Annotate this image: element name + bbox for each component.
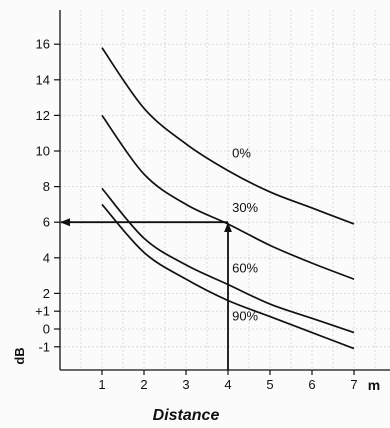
- axes: [59, 10, 390, 371]
- y-tick-label: 8: [43, 179, 50, 194]
- series-label-90pct: 90%: [232, 309, 258, 324]
- y-tick-label: 10: [36, 144, 50, 159]
- y-tick-label: 16: [36, 37, 50, 52]
- series-label-60pct: 60%: [232, 261, 258, 276]
- series-label-30pct: 30%: [232, 200, 258, 215]
- x-tick-label: 7: [350, 377, 357, 392]
- x-tick-label: 2: [140, 377, 147, 392]
- grid: [60, 10, 390, 370]
- x-axis-title: Distance: [153, 407, 220, 424]
- x-axis-unit: m: [368, 377, 380, 393]
- y-axis-title: dB: [12, 347, 27, 364]
- x-tick-label: 1: [98, 377, 105, 392]
- y-tick-label: -1: [38, 339, 50, 354]
- y-tick-label: 12: [36, 108, 50, 123]
- x-tick-label: 5: [266, 377, 273, 392]
- x-tick-label: 3: [182, 377, 189, 392]
- annotations: [60, 218, 232, 370]
- series-line-0pct: [101, 47, 355, 225]
- y-tick-label: 14: [36, 72, 50, 87]
- y-tick-label: 6: [43, 215, 50, 230]
- y-tick-label: 4: [43, 250, 50, 265]
- y-tick-label: 0: [43, 322, 50, 337]
- y-tick-label: 2: [43, 286, 50, 301]
- x-tick-label: 6: [308, 377, 315, 392]
- labels: 0% 30% 60% 90%: [232, 146, 258, 324]
- series-label-0pct: 0%: [232, 146, 251, 161]
- y-tick-label: +1: [35, 304, 50, 319]
- x-tick-label: 4: [224, 377, 231, 392]
